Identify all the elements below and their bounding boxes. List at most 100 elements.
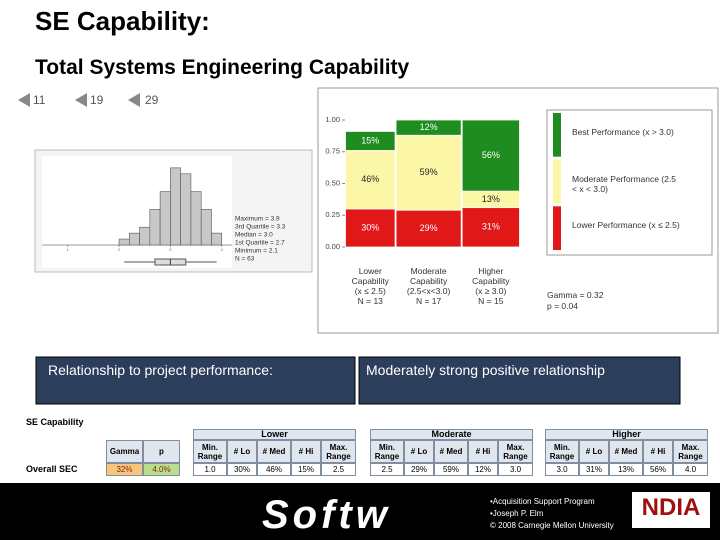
category-line: Capability xyxy=(409,276,448,286)
table-cell: # Lo xyxy=(579,440,609,463)
segment-label: 59% xyxy=(420,167,438,177)
table-cell: 59% xyxy=(434,463,468,476)
table-cell: 2.5 xyxy=(370,463,404,476)
histogram-bar xyxy=(139,226,151,246)
row-label: Overall SEC xyxy=(26,464,78,474)
x-tick-label: 3 xyxy=(169,247,172,252)
table-cell: 15% xyxy=(291,463,321,476)
nav-label[interactable]: 11 xyxy=(33,93,46,107)
table-cell: 30% xyxy=(227,463,257,476)
nav-label[interactable]: 19 xyxy=(90,93,104,107)
category-line: Higher xyxy=(478,266,504,276)
segment-label: 46% xyxy=(361,174,379,184)
table-cell: # Hi xyxy=(468,440,498,463)
table-cell: # Med xyxy=(257,440,291,463)
table-cell: Min. Range xyxy=(545,440,579,463)
column-size: N = 17 xyxy=(415,296,442,306)
category-label: Moderate Capability (2.5<x<3.0) N = 17 xyxy=(388,266,470,306)
segment-label: 56% xyxy=(482,150,500,160)
table-cell: p xyxy=(143,440,180,463)
x-tick-label: 1 xyxy=(67,247,70,252)
table-cell: Lower xyxy=(193,429,356,440)
nav-arrow[interactable] xyxy=(75,93,87,107)
mosaic-segment xyxy=(345,150,396,210)
table-cell: # Med xyxy=(434,440,468,463)
segment-label: 30% xyxy=(361,222,379,232)
histogram-bar xyxy=(128,232,140,246)
category-label: Lower Capability (x ≤ 2.5) N = 13 xyxy=(337,266,404,306)
nav-arrow[interactable] xyxy=(128,93,140,107)
column-size: N = 15 xyxy=(478,296,504,306)
nav-label[interactable]: 29 xyxy=(145,93,159,107)
mosaic-segment xyxy=(345,208,396,248)
mosaic-segment xyxy=(395,134,462,211)
table-cell: 13% xyxy=(609,463,643,476)
y-tick-label: 0.00 xyxy=(325,242,340,251)
legend-swatch xyxy=(553,159,561,204)
table-cell: 3.0 xyxy=(498,463,533,476)
mosaic-segment xyxy=(395,209,462,248)
subtitle: Total Systems Engineering Capability xyxy=(35,56,410,79)
stat-line: 1st Quartile = 2.7 xyxy=(235,240,285,247)
x-tick-label: 4 xyxy=(221,247,224,252)
table-cell: 12% xyxy=(468,463,498,476)
title: SE Capability: xyxy=(35,6,210,36)
table-cell: 4.0 xyxy=(673,463,708,476)
table-cell: Moderate xyxy=(370,429,533,440)
table-title: SE Capability xyxy=(26,417,84,427)
legend-label: Moderate Performance (2.5 < x < 3.0) xyxy=(572,173,676,194)
legend-label: Lower Performance (x ≤ 2.5) xyxy=(572,220,680,231)
callout-text-box xyxy=(358,356,681,405)
table-cell: Min. Range xyxy=(193,440,227,463)
table-cell: Gamma xyxy=(106,440,143,463)
annotation: p = 0.04 xyxy=(547,301,578,311)
column-size: N = 13 xyxy=(357,296,383,306)
callout-text: Moderately strong positive relationship xyxy=(366,362,605,378)
mosaic-segment xyxy=(461,119,520,192)
y-tick-label: 0.75 xyxy=(325,147,340,156)
histogram-bar xyxy=(118,238,130,246)
stat-line: 3rd Quartile = 3.3 xyxy=(235,224,286,231)
table-cell: 46% xyxy=(257,463,291,476)
table-cell: # Hi xyxy=(291,440,321,463)
mosaic-segment xyxy=(395,119,462,136)
category-line: (x ≥ 3.0) xyxy=(475,286,507,296)
table-cell: 31% xyxy=(579,463,609,476)
histogram-bar xyxy=(149,209,161,246)
histogram-bar xyxy=(180,173,192,246)
table-cell: 56% xyxy=(643,463,673,476)
category-label: Higher Capability (x ≥ 3.0) N = 15 xyxy=(454,266,528,306)
footer-line: © 2008 Carnegie Mellon University xyxy=(490,521,614,530)
mosaic-segment xyxy=(461,207,520,248)
badge-box xyxy=(632,492,710,528)
table-cell: 3.0 xyxy=(545,463,579,476)
histogram-bar xyxy=(170,167,181,246)
stat-line: N = 63 xyxy=(235,256,255,263)
table-cell: 1.0 xyxy=(193,463,227,476)
callout-label: Relationship to project performance: xyxy=(48,362,273,378)
footer-badge: NDIA xyxy=(641,494,701,521)
table-cell: # Hi xyxy=(643,440,673,463)
category-line: Lower xyxy=(358,266,382,276)
footer-lines: •Acquisition Support Program •Joseph P. … xyxy=(490,496,614,532)
histogram-bar xyxy=(211,232,223,246)
table-cell: 2.5 xyxy=(321,463,356,476)
table-cell: Max. Range xyxy=(673,440,708,463)
segment-label: 12% xyxy=(420,122,438,132)
histogram-bar xyxy=(200,209,212,246)
legend-label: Best Performance (x > 3.0) xyxy=(572,127,674,137)
legend-swatch xyxy=(553,113,561,157)
legend-box xyxy=(546,109,713,256)
nav-arrow[interactable] xyxy=(18,93,30,107)
table-cell: 29% xyxy=(404,463,434,476)
category-line: Capability xyxy=(351,276,389,286)
y-tick-label: 1.00 xyxy=(325,115,340,124)
y-tick-label: 0.50 xyxy=(325,178,340,187)
table-cell: Max. Range xyxy=(321,440,356,463)
segment-label: 13% xyxy=(482,194,500,204)
footer-logo: Softw xyxy=(262,493,391,537)
legend-swatch xyxy=(553,206,561,250)
table-cell: 4.0% xyxy=(143,463,180,476)
table-cell: 32% xyxy=(106,463,143,476)
